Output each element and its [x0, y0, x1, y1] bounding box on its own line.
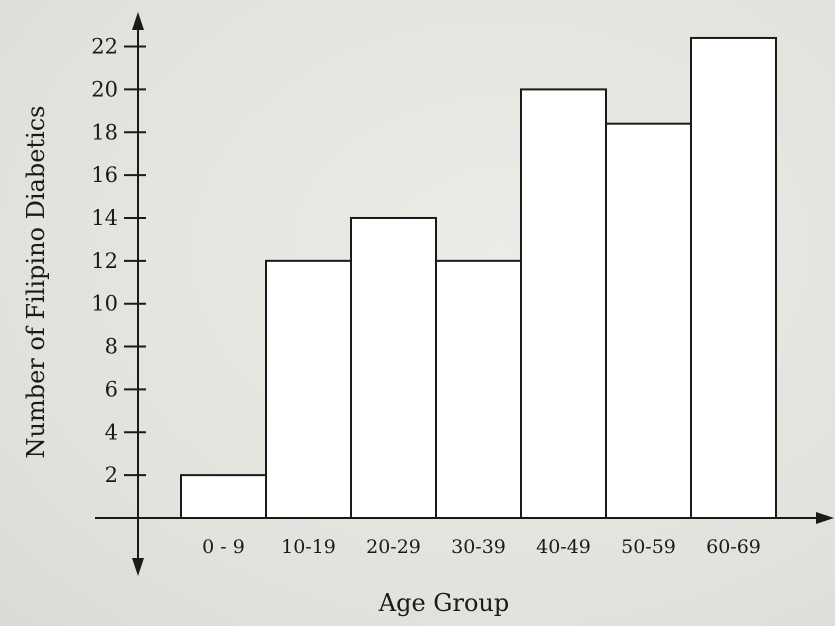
x-axis-title: Age Group — [378, 589, 509, 617]
y-tick-label-12: 12 — [91, 249, 118, 273]
x-category-label: 60-69 — [706, 536, 761, 558]
bar-20-29 — [350, 216, 437, 519]
y-ticks-layer: 2 4 6 8 10 12 14 16 18 20 22 — [91, 35, 146, 487]
x-labels-layer: 0 - 9 10-19 20-29 30-39 40-49 50-59 60-69 — [202, 536, 761, 558]
x-category-label: 10-19 — [281, 536, 336, 558]
y-tick-label-20: 20 — [91, 77, 118, 101]
x-axis-right-arrow — [816, 512, 834, 524]
bar-30-39 — [435, 259, 522, 519]
x-category-label: 20-29 — [366, 536, 421, 558]
bar-60-69 — [690, 36, 777, 520]
x-category-label: 30-39 — [451, 536, 506, 558]
y-tick-label-2: 2 — [105, 463, 118, 487]
y-tick-label-14: 14 — [91, 206, 118, 230]
y-tick-label-4: 4 — [105, 420, 118, 444]
bars-layer — [180, 36, 777, 520]
x-category-label: 40-49 — [536, 536, 591, 558]
y-tick-label-8: 8 — [105, 335, 118, 359]
y-axis-title: Number of Filipino Diabetics — [22, 106, 50, 459]
bar-50-59 — [605, 122, 692, 520]
y-tick-label-22: 22 — [91, 35, 118, 59]
bar-10-19 — [265, 259, 352, 519]
y-tick-label-16: 16 — [91, 163, 118, 187]
bar-0-9 — [180, 474, 267, 520]
bar-40-49 — [520, 88, 607, 520]
y-tick-label-18: 18 — [91, 120, 118, 144]
axes-layer — [95, 12, 834, 576]
x-category-label: 0 - 9 — [202, 536, 245, 558]
x-category-label: 50-59 — [621, 536, 676, 558]
y-axis-up-arrow — [132, 12, 144, 30]
y-axis-down-arrow — [132, 558, 144, 576]
y-tick-label-6: 6 — [105, 377, 118, 401]
y-tick-label-10: 10 — [91, 292, 118, 316]
